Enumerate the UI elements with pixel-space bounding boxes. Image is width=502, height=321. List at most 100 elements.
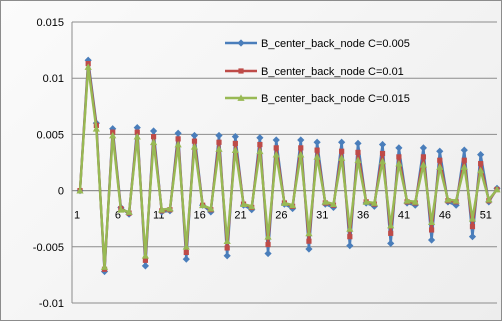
data-point-series-3	[288, 201, 297, 209]
data-point-series-1	[256, 134, 264, 142]
data-point-series-2	[298, 145, 304, 151]
data-point-series-1	[297, 136, 305, 144]
data-point-series-3	[305, 229, 313, 237]
data-point-series-3	[378, 157, 387, 165]
data-point-series-3	[256, 147, 264, 155]
data-point-series-3	[239, 200, 248, 207]
y-tick-label: -0.01	[39, 298, 64, 310]
x-tick-label: 26	[275, 210, 287, 222]
data-point-series-1	[338, 138, 346, 146]
data-point-series-3	[215, 145, 223, 152]
data-point-series-3	[313, 153, 321, 160]
data-point-series-3	[280, 199, 289, 206]
data-point-series-1	[182, 255, 190, 263]
data-point-series-3	[321, 198, 329, 205]
data-point-series-3	[354, 156, 362, 164]
data-point-series-3	[84, 63, 92, 70]
x-tick-label: 41	[398, 210, 410, 222]
data-point-series-2	[183, 249, 189, 256]
data-point-series-3	[395, 160, 403, 167]
data-point-series-3	[419, 161, 428, 168]
data-point-series-1	[354, 139, 362, 147]
data-point-series-3	[493, 185, 501, 193]
data-point-series-3	[485, 195, 493, 203]
data-point-series-1	[460, 146, 468, 154]
data-point-series-3	[460, 163, 468, 170]
data-point-series-3	[329, 200, 338, 207]
data-point-series-3	[149, 138, 158, 146]
data-point-series-2	[314, 147, 320, 153]
data-point-series-1	[436, 147, 444, 155]
data-point-series-2	[265, 241, 271, 248]
data-point-series-2	[257, 141, 263, 148]
x-tick-label: 51	[480, 210, 492, 222]
data-point-series-3	[166, 204, 174, 212]
data-point-series-3	[403, 197, 411, 204]
data-point-series-1	[141, 262, 150, 270]
data-point-series-3	[411, 198, 419, 205]
data-point-series-2	[437, 157, 443, 163]
data-point-series-3	[199, 201, 207, 209]
data-point-series-3	[346, 225, 354, 232]
data-point-series-3	[117, 206, 125, 213]
data-point-series-3	[362, 198, 370, 205]
data-point-series-2	[150, 134, 157, 140]
y-tick-label: 0	[58, 186, 64, 198]
data-point-series-3	[338, 154, 346, 161]
data-point-series-2	[232, 140, 238, 146]
x-tick-label: 46	[439, 210, 451, 222]
data-point-series-2	[191, 138, 198, 144]
y-tick-label: 0.01	[43, 73, 64, 85]
data-point-series-2	[224, 245, 230, 251]
data-point-series-2	[355, 149, 361, 155]
data-point-series-1	[395, 144, 403, 152]
y-tick-label: -0.005	[33, 242, 64, 254]
data-point-series-2	[420, 154, 427, 160]
data-point-series-3	[387, 221, 395, 229]
data-point-series-2	[461, 157, 467, 163]
data-point-series-1	[378, 140, 387, 149]
data-point-series-2	[388, 230, 394, 236]
data-point-series-3	[468, 215, 477, 222]
data-point-series-1	[231, 133, 239, 141]
data-point-series-2	[396, 154, 402, 160]
x-tick-label: 16	[194, 210, 206, 222]
data-point-series-3	[436, 163, 444, 170]
legend-marker	[237, 39, 245, 47]
data-point-series-3	[141, 252, 150, 259]
y-tick-label: 0.015	[36, 17, 64, 29]
legend-entry: B_center_back_node C=0.015	[261, 93, 410, 105]
data-point-series-3	[370, 199, 378, 206]
data-point-series-3	[174, 140, 182, 148]
data-point-series-1	[477, 151, 485, 159]
data-point-series-2	[347, 234, 353, 240]
data-point-series-2	[175, 136, 181, 142]
data-point-series-3	[182, 243, 190, 250]
data-point-series-1	[313, 138, 321, 146]
data-point-series-3	[223, 237, 231, 245]
data-point-series-1	[346, 242, 354, 250]
series-line-3	[78, 65, 498, 269]
data-point-series-2	[142, 257, 149, 263]
data-point-series-2	[216, 139, 222, 145]
data-point-series-3	[109, 131, 117, 139]
data-point-series-1	[272, 136, 280, 144]
x-tick-label: 1	[74, 210, 80, 222]
data-point-series-3	[444, 195, 452, 203]
data-point-series-1	[452, 201, 460, 209]
data-point-series-3	[92, 125, 100, 132]
data-point-series-3	[248, 202, 256, 210]
data-point-series-3	[125, 208, 133, 215]
x-tick-label: 31	[316, 210, 328, 222]
data-point-series-1	[223, 252, 231, 260]
legend-marker	[238, 68, 244, 74]
data-point-series-2	[339, 148, 345, 154]
data-point-series-3	[427, 218, 436, 225]
legend-entry: B_center_back_node C=0.005	[261, 38, 410, 50]
x-tick-label: 6	[115, 210, 121, 222]
x-tick-label: 36	[357, 210, 369, 222]
data-point-series-2	[379, 150, 386, 157]
data-point-series-2	[428, 227, 435, 233]
